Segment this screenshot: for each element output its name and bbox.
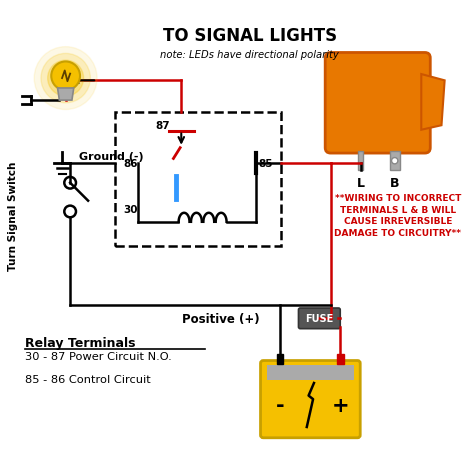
- Circle shape: [392, 158, 398, 165]
- Text: 85 - 86 Control Circuit: 85 - 86 Control Circuit: [25, 374, 151, 384]
- Bar: [358, 152, 364, 171]
- Text: FUSE: FUSE: [305, 314, 334, 324]
- Text: TO SIGNAL LIGHTS: TO SIGNAL LIGHTS: [163, 28, 337, 45]
- Text: Relay Terminals: Relay Terminals: [25, 337, 136, 349]
- Text: 86: 86: [124, 159, 138, 169]
- FancyBboxPatch shape: [325, 53, 430, 154]
- Polygon shape: [57, 89, 74, 101]
- Bar: [115, 112, 281, 247]
- Text: -: -: [276, 395, 284, 415]
- Bar: [267, 366, 354, 380]
- Text: note: LEDs have directional polarity: note: LEDs have directional polarity: [160, 50, 339, 60]
- Bar: [390, 152, 400, 171]
- Text: +: +: [332, 395, 349, 415]
- Circle shape: [51, 62, 80, 91]
- Circle shape: [48, 61, 83, 97]
- FancyBboxPatch shape: [299, 308, 340, 329]
- Text: B: B: [390, 176, 400, 189]
- Text: Turn Signal Switch: Turn Signal Switch: [8, 161, 18, 270]
- Text: Positive (+): Positive (+): [182, 312, 260, 325]
- Text: 85: 85: [258, 159, 273, 169]
- Text: 30 - 87 Power Circuit N.O.: 30 - 87 Power Circuit N.O.: [25, 351, 172, 361]
- Polygon shape: [421, 75, 445, 130]
- Circle shape: [34, 48, 97, 110]
- Text: Ground (-): Ground (-): [79, 151, 144, 161]
- Circle shape: [41, 54, 91, 104]
- Text: **WIRING TO INCORRECT
TERMINALS L & B WILL
CAUSE IRREVERSIBLE
DAMAGE TO CIRCUITR: **WIRING TO INCORRECT TERMINALS L & B WI…: [335, 193, 462, 238]
- FancyBboxPatch shape: [261, 361, 360, 438]
- Text: 87: 87: [155, 121, 170, 131]
- Bar: [277, 355, 283, 364]
- Bar: [337, 355, 344, 364]
- Text: 30: 30: [124, 204, 138, 214]
- Text: L: L: [357, 176, 365, 189]
